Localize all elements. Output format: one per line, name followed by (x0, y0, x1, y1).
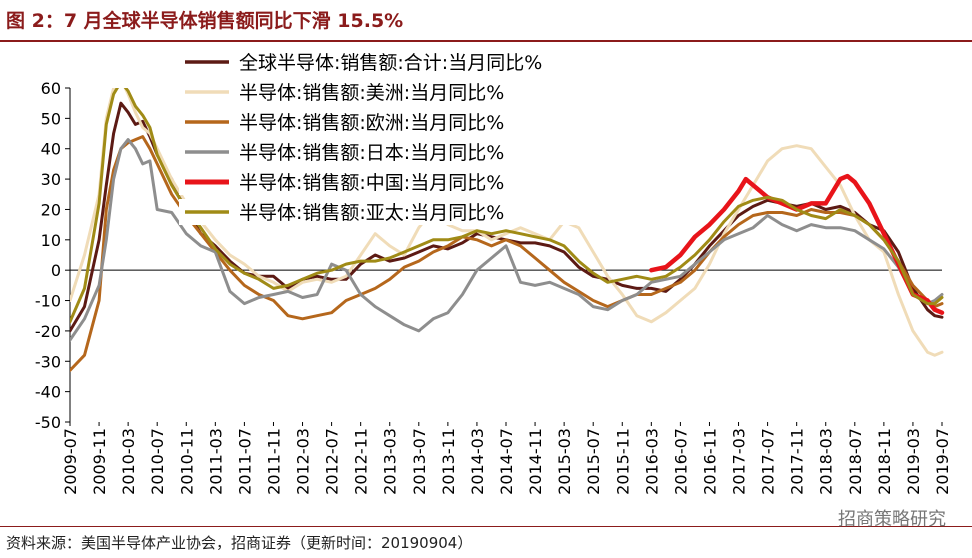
y-tick-label: 20 (41, 200, 61, 219)
x-tick-label: 2016-07 (671, 428, 690, 495)
footer-divider (0, 526, 972, 527)
legend-label: 半导体:销售额:欧洲:当月同比% (239, 112, 504, 134)
x-tick-label: 2018-03 (817, 428, 836, 495)
y-tick-label: 30 (41, 170, 61, 189)
x-tick-label: 2009-11 (90, 428, 109, 495)
x-tick-label: 2015-11 (613, 428, 632, 495)
x-tick-label: 2018-07 (846, 428, 865, 495)
series-line-5 (70, 88, 944, 324)
y-tick-label: -20 (35, 322, 61, 341)
x-tick-label: 2011-03 (206, 428, 225, 495)
legend-label: 半导体:销售额:中国:当月同比% (239, 172, 504, 194)
title-divider (0, 40, 972, 42)
x-tick-label: 2016-11 (700, 428, 719, 495)
x-tick-label: 2016-03 (642, 428, 661, 495)
watermark: 招商策略研究 (838, 509, 946, 530)
series-line-3 (70, 138, 944, 342)
x-tick-label: 2013-11 (439, 428, 458, 495)
legend-backing (179, 79, 619, 105)
x-tick-label: 2018-11 (875, 428, 894, 495)
x-tick-label: 2014-11 (526, 428, 545, 495)
legend-backing (179, 169, 619, 195)
x-tick-label: 2011-07 (235, 428, 254, 495)
y-tick-label: -10 (35, 292, 61, 311)
y-tick-label: 50 (41, 109, 61, 128)
legend-label: 全球半导体:销售额:合计:当月同比% (239, 52, 542, 74)
x-tick-label: 2017-03 (730, 428, 749, 495)
y-tick-label: 0 (51, 261, 61, 280)
legend-label: 半导体:销售额:亚太:当月同比% (239, 202, 504, 224)
x-tick-label: 2012-03 (294, 428, 313, 495)
x-tick-label: 2015-07 (584, 428, 603, 495)
x-tick-label: 2012-11 (352, 428, 371, 495)
legend-backing (179, 109, 619, 135)
x-tick-label: 2010-11 (177, 428, 196, 495)
series-line-1 (70, 88, 944, 357)
y-tick-label: 40 (41, 140, 61, 159)
y-tick-label: 60 (41, 79, 61, 98)
legend-backing (179, 199, 619, 225)
x-tick-label: 2014-07 (497, 428, 516, 495)
y-tick-label: 10 (41, 231, 61, 250)
legend-label: 半导体:销售额:日本:当月同比% (239, 142, 504, 164)
x-tick-label: 2010-07 (148, 428, 167, 495)
legend-label: 半导体:销售额:美洲:当月同比% (239, 82, 504, 104)
x-tick-label: 2017-11 (788, 428, 807, 495)
x-tick-label: 2012-07 (323, 428, 342, 495)
y-tick-label: -50 (35, 413, 61, 432)
source-note: 资料来源：美国半导体产业协会，招商证券（更新时间：20190904） (6, 534, 473, 552)
x-tick-label: 2013-07 (410, 428, 429, 495)
legend-backing (179, 49, 619, 75)
x-tick-label: 2019-07 (933, 428, 952, 495)
y-tick-label: -40 (35, 383, 61, 402)
y-tick-label: -30 (35, 352, 61, 371)
x-tick-label: 2017-07 (759, 428, 778, 495)
x-tick-label: 2009-07 (61, 428, 80, 495)
x-tick-label: 2019-03 (904, 428, 923, 495)
x-tick-label: 2015-03 (555, 428, 574, 495)
x-tick-label: 2013-03 (381, 428, 400, 495)
legend-backing (179, 139, 619, 165)
x-tick-label: 2014-03 (468, 428, 487, 495)
x-tick-label: 2011-11 (264, 428, 283, 495)
chart-title: 图 2：7 月全球半导体销售额同比下滑 15.5% (6, 10, 404, 32)
series-line-2 (70, 135, 944, 372)
x-tick-label: 2010-03 (119, 428, 138, 495)
